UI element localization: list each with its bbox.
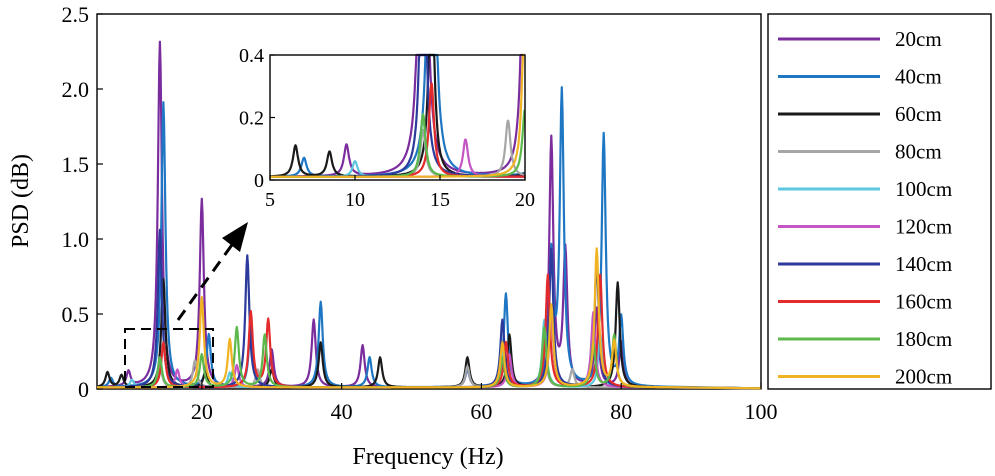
plot-frame (96, 13, 762, 390)
legend-label-80cm: 80cm (895, 140, 942, 164)
x-tick-label: 100 (745, 399, 778, 424)
inset-x-ticks: 5 10 15 20 (265, 175, 535, 211)
legend-label-20cm: 20cm (895, 27, 942, 51)
legend-label-120cm: 120cm (895, 215, 952, 239)
inset-plot: 5 10 15 20 0 0.2 0.4 (239, 45, 535, 211)
y-axis-ticks: 0 0.5 1.0 1.5 2.0 2.5 (62, 2, 103, 402)
y-tick-label: 1.0 (62, 227, 90, 252)
y-tick-label: 1.5 (62, 152, 90, 177)
legend-label-40cm: 40cm (895, 65, 942, 89)
series-line-200cm (96, 247, 762, 390)
y-tick-label: 0.5 (62, 302, 90, 327)
y-axis-title: PSD (dB) (8, 154, 34, 248)
inset-y-tick-label: 0 (254, 170, 264, 192)
x-tick-label: 40 (331, 399, 353, 424)
legend-label-180cm: 180cm (895, 327, 952, 351)
legend-frame (767, 13, 992, 390)
inset-background (270, 55, 525, 180)
inset-x-tick-label: 15 (430, 189, 450, 211)
inset-series-group (269, 53, 526, 178)
y-tick-label: 2.5 (62, 2, 90, 27)
x-tick-label: 60 (470, 399, 492, 424)
legend-label-140cm: 140cm (895, 252, 952, 276)
x-tick-label: 20 (191, 399, 213, 424)
y-tick-label: 0 (78, 377, 89, 402)
inset-series-line-200cm (269, 53, 526, 178)
inset-x-tick-label: 20 (515, 189, 535, 211)
legend-items: 20cm 40cm 60cm 80cm 100cm 120cm 140cm 160cm 180c… (778, 27, 952, 389)
inset-y-ticks: 0 0.2 0.4 (239, 45, 275, 192)
legend-label-160cm: 160cm (895, 290, 952, 314)
x-tick-label: 80 (610, 399, 632, 424)
inset-x-tick-label: 5 (265, 189, 275, 211)
zoom-region-box (124, 328, 214, 388)
inset-y-tick-label: 0.4 (239, 45, 264, 67)
inset-x-tick-label: 10 (345, 189, 365, 211)
x-axis-ticks: 20 40 60 80 100 (191, 383, 778, 424)
legend: 20cm 40cm 60cm 80cm 100cm 120cm 140cm 160cm 180c… (767, 13, 992, 390)
legend-label-100cm: 100cm (895, 177, 952, 201)
legend-label-200cm: 200cm (895, 365, 952, 389)
zoom-arrow-line (176, 241, 236, 321)
zoom-arrow-head (222, 222, 248, 252)
inset-y-tick-label: 0.2 (239, 108, 264, 130)
y-tick-label: 2.0 (62, 77, 90, 102)
x-axis-title: Frequency (Hz) (352, 444, 503, 470)
legend-label-60cm: 60cm (895, 102, 942, 126)
